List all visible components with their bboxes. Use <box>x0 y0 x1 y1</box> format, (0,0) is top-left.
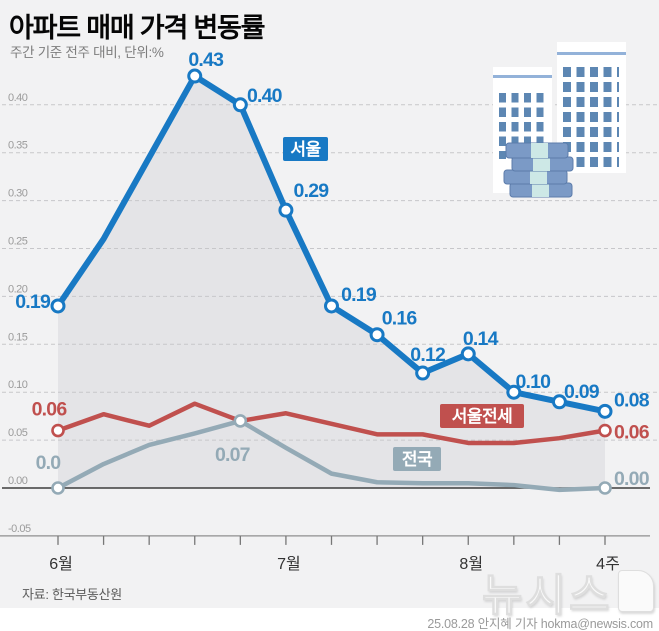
data-point-marker <box>51 423 65 438</box>
data-point-marker <box>598 423 612 438</box>
data-label: 0.19 <box>341 284 377 306</box>
series-labels-national: 0.0 0.07 0.00 <box>36 444 651 490</box>
source-label: 자료: 한국부동산원 <box>22 587 122 602</box>
y-tick-label: 0.20 <box>8 283 28 295</box>
y-tick-label: 0.40 <box>8 92 28 104</box>
data-label: 0.12 <box>410 344 446 366</box>
series-labels-jeonse: 0.06 0.06 <box>32 399 651 444</box>
data-label: 0.06 <box>614 422 650 444</box>
data-point-marker <box>597 403 613 419</box>
data-label: 0.07 <box>215 444 250 466</box>
buildings-money-icon <box>493 42 626 198</box>
y-tick-label: -0.05 <box>8 523 31 535</box>
y-tick-label: 0.30 <box>8 188 28 200</box>
data-point-marker <box>369 327 385 343</box>
series-badge-national: 전국 <box>393 447 441 471</box>
data-label: 0.09 <box>564 381 600 403</box>
data-point-marker <box>233 414 248 428</box>
data-point-marker <box>232 97 248 113</box>
chart-subtitle: 주간 기준 전주 대비, 단위:% <box>10 45 164 60</box>
area-fill <box>58 76 605 488</box>
data-label: 0.29 <box>294 180 330 202</box>
x-axis-label: 6월 <box>49 555 73 573</box>
x-axis-label: 4주 <box>596 556 620 573</box>
data-label: 0.0 <box>36 452 62 474</box>
series-line-national <box>55 418 608 493</box>
series-badge-label: 서울전세 <box>452 407 513 426</box>
data-point-marker <box>187 68 203 84</box>
data-label: 0.10 <box>515 371 551 393</box>
y-tick-label: 0.15 <box>8 331 28 343</box>
series-badge-label: 서울 <box>290 140 321 159</box>
footer-strip <box>0 608 659 631</box>
y-tick-label: 0.05 <box>8 427 28 439</box>
money-stack-icon <box>503 142 574 198</box>
y-tick-label: 0.00 <box>8 475 28 487</box>
series-badge-label: 전국 <box>402 450 433 469</box>
data-label: 0.40 <box>247 85 283 107</box>
byline-credit: 25.08.28 안지혜 기자 hokma@newsis.com <box>427 617 653 631</box>
x-axis-label: 7월 <box>277 555 301 573</box>
data-point-marker <box>460 346 476 362</box>
data-point-marker <box>598 481 612 495</box>
data-label: 0.14 <box>463 328 499 350</box>
data-label: 0.43 <box>188 49 224 71</box>
series-markers-jeonse <box>51 423 612 438</box>
data-label: 0.19 <box>15 291 51 313</box>
data-point-marker <box>278 202 294 218</box>
data-label: 0.16 <box>382 308 418 330</box>
series-badge-seoul: 서울 <box>283 137 328 161</box>
series-badge-jeonse: 서울전세 <box>440 404 524 428</box>
data-point-marker <box>415 365 431 381</box>
data-label: 0.08 <box>614 389 650 411</box>
data-point-marker <box>551 394 567 410</box>
y-tick-label: 0.10 <box>8 379 28 391</box>
series-line-jeonse <box>55 401 608 446</box>
series-markers-seoul <box>50 68 613 419</box>
x-axis-label: 8월 <box>459 555 483 573</box>
data-point-marker <box>323 298 339 314</box>
y-axis-labels: 0.40 0.35 0.30 0.25 0.20 0.15 0.10 0.05 0.00 -0.0… <box>8 92 31 535</box>
y-tick-label: 0.35 <box>8 140 28 152</box>
data-label: 0.00 <box>614 468 650 490</box>
y-tick-label: 0.25 <box>8 236 28 248</box>
data-point-marker <box>506 384 522 400</box>
series-markers-national <box>51 414 612 495</box>
data-point-marker <box>51 481 65 495</box>
page-title: 아파트 매매 가격 변동률 <box>9 13 266 43</box>
x-axis: 6월 7월 8월 4주 <box>0 535 650 573</box>
data-label: 0.06 <box>32 399 68 421</box>
building-right <box>557 42 626 173</box>
series-labels-seoul: 0.190.430.400.290.190.160.120.140.10 0.09… <box>15 49 650 411</box>
data-point-marker <box>50 298 66 314</box>
